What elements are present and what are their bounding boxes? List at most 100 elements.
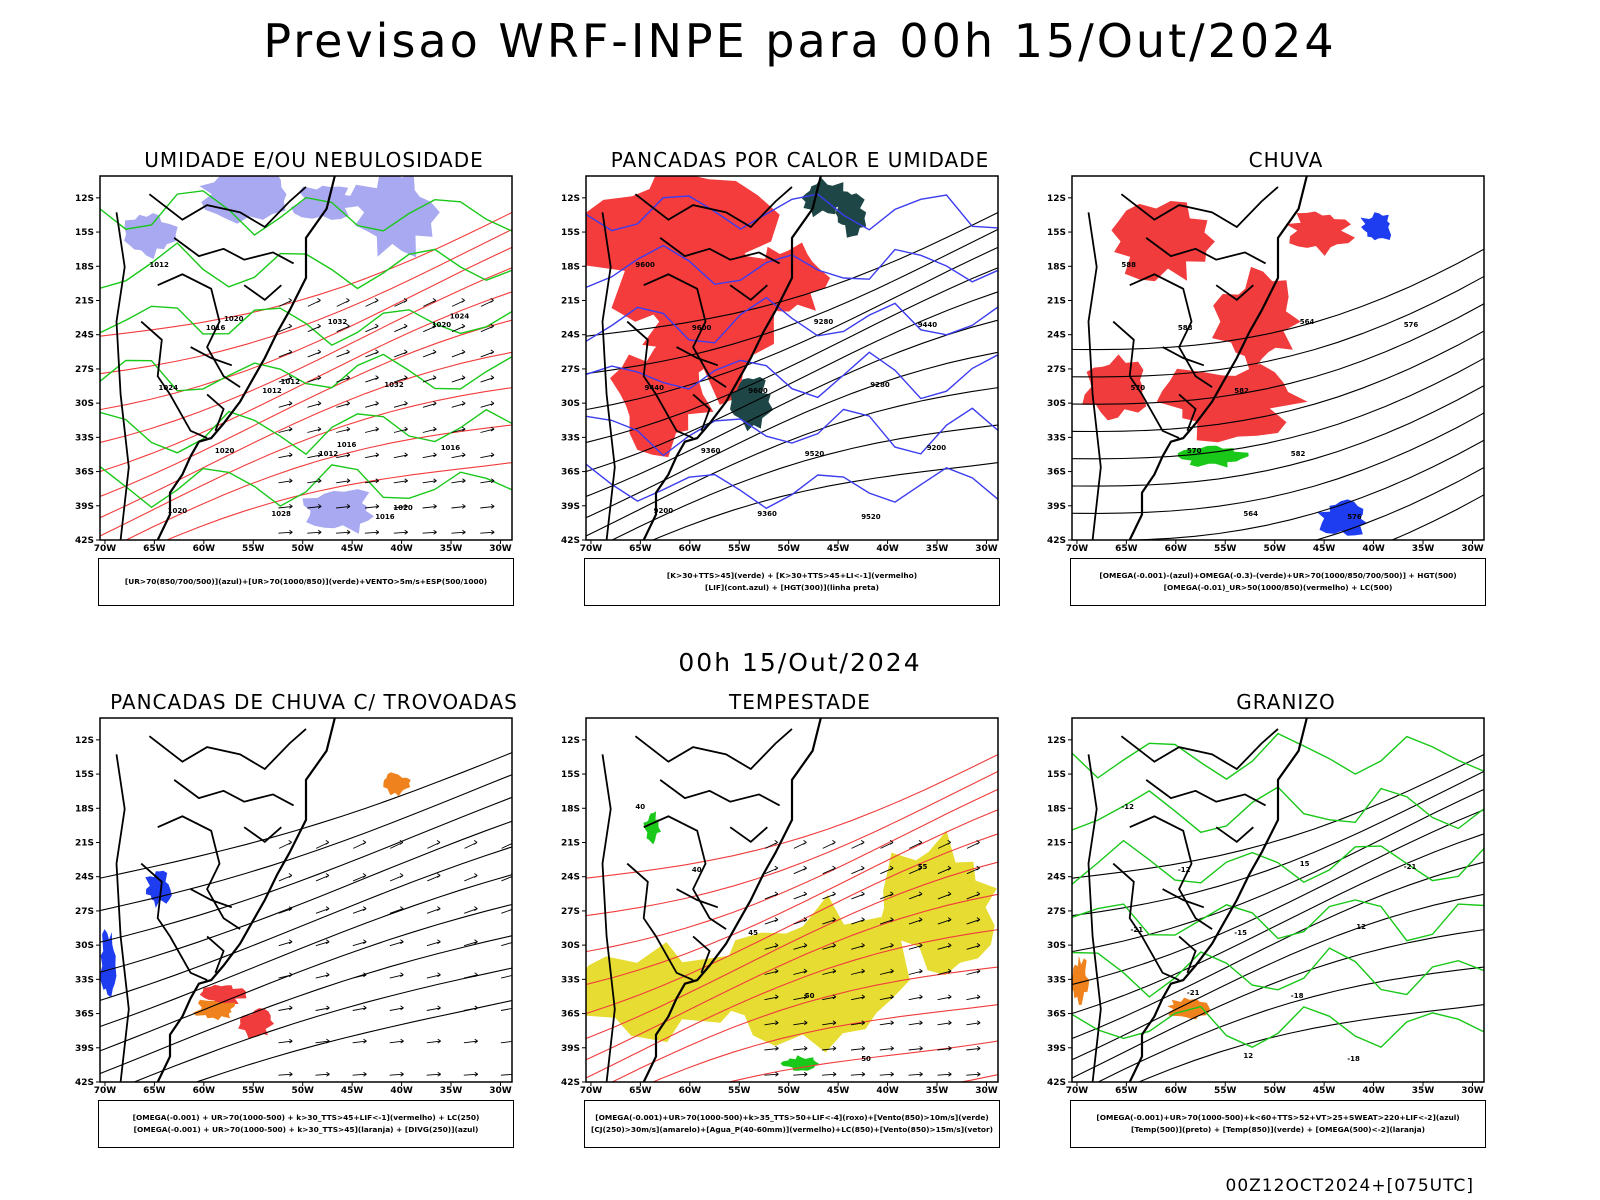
y-tick-label: 27S bbox=[75, 365, 94, 375]
contour-line bbox=[1072, 788, 1484, 953]
wind-arrow bbox=[278, 873, 293, 882]
y-tick-label: 30S bbox=[75, 941, 94, 951]
panel-pancadas-calor: PANCADAS POR CALOR E UMIDADE 9600 9600 960… bbox=[556, 148, 1044, 648]
wind-arrow bbox=[278, 1071, 293, 1077]
wind-arrow bbox=[822, 1046, 837, 1051]
wind-arrow bbox=[966, 865, 980, 875]
y-tick-label: 42S bbox=[1047, 536, 1066, 546]
wind-arrow bbox=[764, 891, 779, 900]
contour-line bbox=[1072, 248, 1484, 351]
wind-field bbox=[764, 840, 981, 1077]
y-tick-label: 15S bbox=[75, 770, 94, 780]
y-tick-label: 42S bbox=[75, 536, 94, 546]
contour-line bbox=[100, 874, 512, 1028]
wind-arrow bbox=[793, 968, 808, 975]
contour-label: 1028 bbox=[271, 510, 291, 518]
contour-label: -18 bbox=[1347, 1055, 1360, 1063]
contour-label: 9280 bbox=[870, 381, 890, 389]
x-tick-label: 40W bbox=[1362, 1086, 1385, 1096]
y-tick-label: 42S bbox=[561, 1078, 580, 1088]
wind-arrow bbox=[336, 375, 350, 383]
contour-label: 1020 bbox=[432, 321, 452, 329]
political-border bbox=[1215, 826, 1254, 843]
shaded-region bbox=[1177, 445, 1249, 468]
contour-label: 9520 bbox=[861, 513, 881, 521]
wind-arrow bbox=[908, 943, 923, 950]
legend-line: [OMEGA(-0.001)-(azul)+OMEGA(-0.3)-(verde… bbox=[1099, 571, 1457, 580]
contour-line-secondary bbox=[1072, 1005, 1484, 1049]
political-border bbox=[173, 237, 295, 265]
wind-arrow bbox=[422, 452, 437, 459]
y-tick-label: 18S bbox=[561, 262, 580, 272]
contour-label: -21 bbox=[1404, 863, 1417, 871]
political-border bbox=[1120, 728, 1279, 771]
contour-label: -18 bbox=[1291, 992, 1304, 1000]
y-tick-label: 24S bbox=[561, 331, 580, 341]
contour-line bbox=[1111, 439, 1484, 540]
wind-arrow bbox=[937, 1020, 952, 1026]
wind-arrow bbox=[480, 478, 495, 484]
coastline bbox=[642, 176, 822, 540]
map-chuva: 588 588 582 582 576 576 570 570 564 564 70W 65W 60W 5… bbox=[1047, 175, 1485, 554]
shaded-region bbox=[1072, 955, 1090, 1005]
contour-line bbox=[1072, 809, 1484, 986]
wind-arrow bbox=[278, 840, 292, 849]
x-tick-label: 60W bbox=[193, 1086, 216, 1096]
contour-line bbox=[100, 246, 512, 411]
wind-arrow bbox=[389, 1038, 404, 1044]
political-border bbox=[1178, 935, 1197, 974]
y-tick-label: 27S bbox=[561, 907, 580, 917]
political-border bbox=[157, 815, 241, 930]
wind-arrow bbox=[352, 873, 367, 882]
wind-arrow bbox=[315, 1005, 330, 1011]
wind-arrow bbox=[365, 401, 379, 408]
contour-line bbox=[586, 893, 998, 1061]
wind-arrow bbox=[480, 426, 495, 433]
contour-line bbox=[586, 387, 998, 537]
wind-arrow bbox=[352, 939, 367, 947]
legend-line: [OMEGA(-0.01)_UR>50(1000/850)(vermelho) … bbox=[1163, 583, 1393, 592]
political-border bbox=[1112, 862, 1180, 981]
wind-arrow bbox=[937, 943, 952, 950]
wind-arrow bbox=[365, 452, 380, 459]
wind-arrow bbox=[822, 840, 836, 849]
legend-line: [OMEGA(-0.001)+UR>70(1000-500)+k>35_TTS>… bbox=[595, 1113, 989, 1122]
contour-label: 1020 bbox=[393, 504, 413, 512]
y-tick-label: 39S bbox=[1047, 1044, 1066, 1054]
contour-label: 570 bbox=[1187, 447, 1202, 455]
map-area: -12 -12 -15 -18 -18 -21 -21 -21 12 15 12 bbox=[1072, 718, 1484, 1082]
wind-arrow bbox=[389, 906, 404, 914]
wind-arrow bbox=[851, 917, 865, 925]
shaded-region bbox=[302, 489, 374, 534]
shaded-region bbox=[745, 242, 831, 312]
wind-arrow bbox=[501, 906, 512, 914]
wind-arrow bbox=[966, 1071, 981, 1077]
contour-line bbox=[1096, 966, 1484, 1082]
shaded-region bbox=[349, 176, 440, 258]
wind-arrow bbox=[851, 840, 865, 849]
wind-arrow bbox=[822, 1020, 837, 1026]
panel-title: PANCADAS DE CHUVA C/ TROVOADAS bbox=[110, 690, 518, 714]
political-border bbox=[676, 888, 719, 909]
contour-line bbox=[100, 751, 512, 879]
contour-label: 588 bbox=[1178, 324, 1193, 332]
panel-title: TEMPESTADE bbox=[729, 690, 871, 714]
y-tick-label: 27S bbox=[75, 907, 94, 917]
wind-arrow bbox=[451, 452, 466, 459]
contour-line-secondary bbox=[586, 407, 998, 457]
wind-arrow bbox=[451, 349, 466, 358]
contour-line bbox=[100, 903, 512, 1052]
wind-arrow bbox=[389, 1071, 404, 1077]
page-title: Previsao WRF-INPE para 00h 15/Out/2024 bbox=[263, 14, 1337, 68]
run-timestamp: 00Z12OCT2024+[075UTC] bbox=[1225, 1176, 1474, 1196]
wind-arrow bbox=[500, 972, 512, 979]
y-tick-label: 15S bbox=[1047, 228, 1066, 238]
political-border bbox=[692, 935, 711, 974]
x-tick-label: 70W bbox=[580, 1086, 603, 1096]
wind-arrow bbox=[422, 529, 437, 535]
legend-line: [OMEGA(-0.001) + UR>70(1000-500) + k>30_… bbox=[132, 1113, 480, 1122]
wind-arrow bbox=[937, 994, 952, 1001]
wind-arrow bbox=[764, 1046, 779, 1051]
wind-arrow bbox=[937, 1071, 952, 1077]
contour-label: -21 bbox=[1131, 926, 1144, 934]
